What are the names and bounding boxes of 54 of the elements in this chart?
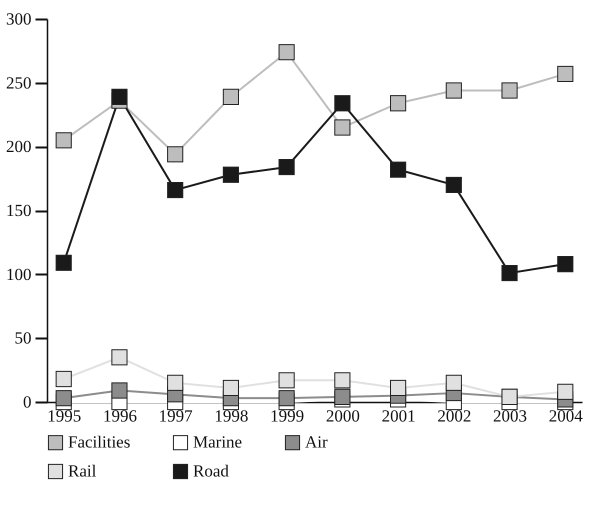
y-tick-label: 300 bbox=[6, 10, 32, 28]
x-tick-label: 2002 bbox=[437, 406, 472, 426]
x-tick-label: 2003 bbox=[493, 406, 528, 426]
point bbox=[557, 384, 574, 400]
legend-label: Facilities bbox=[68, 432, 130, 452]
point bbox=[446, 176, 462, 194]
legend-label: Rail bbox=[68, 462, 97, 480]
point bbox=[56, 390, 72, 406]
x-tick-label: 1999 bbox=[270, 406, 304, 426]
point bbox=[278, 159, 295, 176]
point bbox=[167, 146, 184, 162]
point bbox=[557, 66, 574, 82]
point bbox=[56, 254, 72, 271]
y-tick-label: 200 bbox=[6, 137, 32, 156]
y-tick-label: 100 bbox=[6, 264, 32, 284]
legend-label: Road bbox=[193, 462, 230, 480]
point bbox=[501, 264, 518, 282]
point bbox=[222, 380, 239, 396]
point bbox=[446, 374, 462, 391]
legend-label: Air bbox=[305, 432, 328, 452]
x-tick-label: 1995 bbox=[47, 406, 82, 426]
y-tick-label: 0 bbox=[23, 392, 32, 412]
point bbox=[111, 349, 128, 366]
x-tick-label: 1997 bbox=[158, 406, 194, 426]
point bbox=[390, 380, 406, 396]
y-tick-label: 250 bbox=[6, 73, 32, 92]
x-tick-label: 1996 bbox=[102, 406, 137, 426]
point bbox=[334, 95, 350, 112]
x-tick-label: 2001 bbox=[382, 406, 416, 426]
point bbox=[501, 82, 518, 99]
x-tick-label: 2004 bbox=[548, 406, 584, 426]
point bbox=[56, 370, 72, 388]
point bbox=[111, 88, 128, 105]
point bbox=[278, 44, 295, 60]
y-tick-label: 50 bbox=[14, 328, 32, 348]
point bbox=[222, 88, 239, 105]
point bbox=[222, 166, 239, 183]
point bbox=[167, 374, 184, 391]
y-tick-label: 150 bbox=[6, 201, 32, 220]
point bbox=[111, 382, 128, 399]
point bbox=[56, 132, 72, 148]
x-tick-label: 2000 bbox=[326, 406, 360, 426]
point bbox=[278, 390, 295, 406]
point bbox=[390, 95, 406, 112]
point bbox=[390, 162, 406, 178]
point bbox=[334, 388, 350, 405]
x-tick-label: 1998 bbox=[214, 406, 248, 426]
point bbox=[334, 372, 350, 388]
point bbox=[557, 256, 574, 272]
point bbox=[446, 82, 462, 99]
legend-label: Marine bbox=[193, 432, 242, 452]
point bbox=[278, 372, 295, 388]
point bbox=[167, 182, 184, 198]
point bbox=[334, 119, 350, 136]
